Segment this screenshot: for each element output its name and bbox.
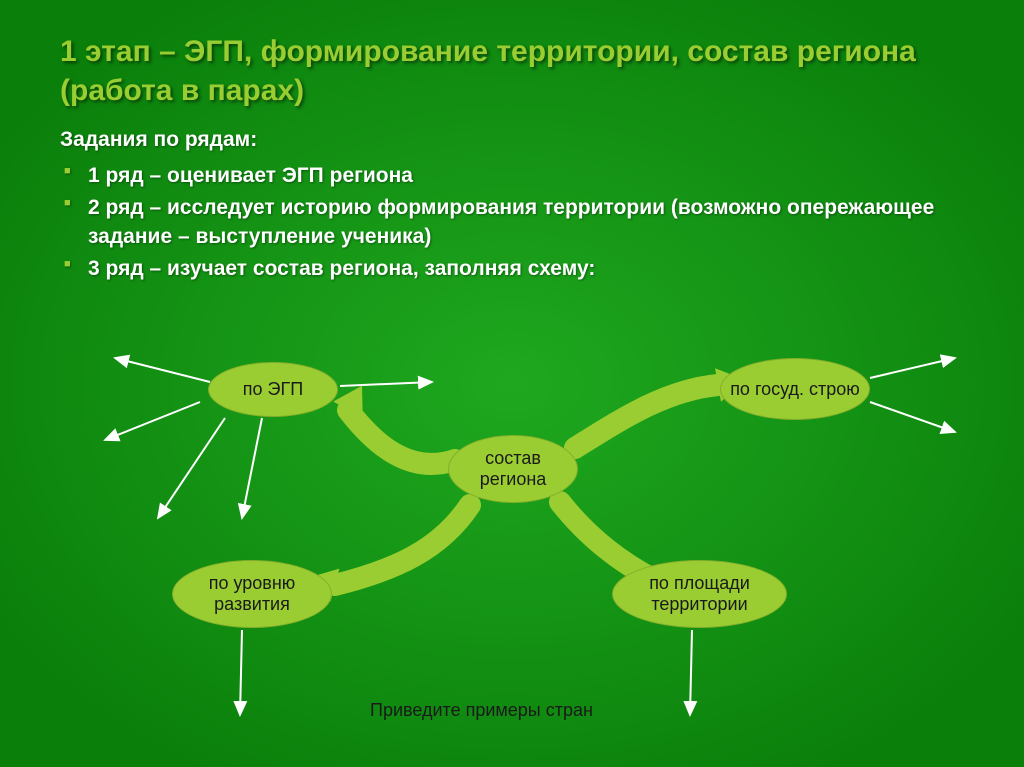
bullet-item: 1 ряд – оценивает ЭГП региона [60, 162, 964, 190]
diagram-node-egp: по ЭГП [208, 362, 338, 417]
footer-text: Приведите примеры стран [370, 700, 593, 722]
diagram-node-area: по площади территории [612, 560, 787, 628]
diagram-node-gos: по госуд. строю [720, 358, 870, 420]
arrows-layer [0, 340, 1024, 760]
diagram: состав региона по ЭГП по госуд. строю по ур… [0, 340, 1024, 760]
bullet-item: 2 ряд – исследует историю формирования т… [60, 194, 964, 251]
bullet-item: 3 ряд – изучает состав региона, заполняя… [60, 255, 964, 283]
diagram-node-dev: по уровню развития [172, 560, 332, 628]
diagram-node-center: состав региона [448, 435, 578, 503]
subtitle: Задания по рядам: [60, 128, 964, 152]
bullet-list: 1 ряд – оценивает ЭГП региона 2 ряд – ис… [60, 162, 964, 283]
slide-title: 1 этап – ЭГП, формирование территории, с… [60, 32, 964, 110]
slide: 1 этап – ЭГП, формирование территории, с… [0, 0, 1024, 767]
